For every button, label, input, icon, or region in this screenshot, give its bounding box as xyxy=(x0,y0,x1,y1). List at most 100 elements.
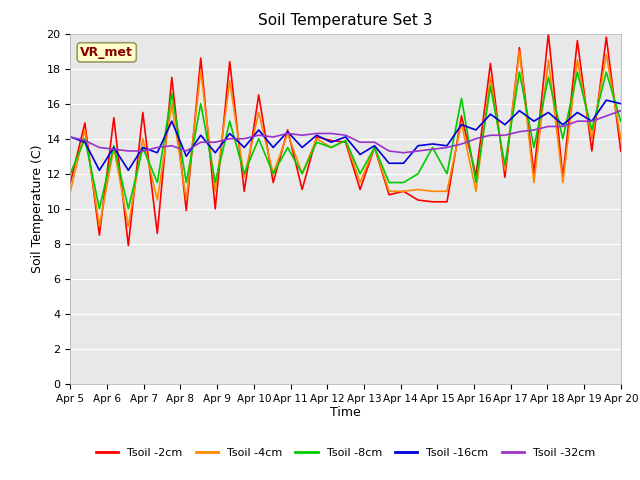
Tsoil -2cm xyxy=(67,180,74,185)
Tsoil -32cm xyxy=(559,123,566,129)
Tsoil -8cm xyxy=(371,144,378,150)
Tsoil -32cm xyxy=(400,150,408,156)
Tsoil -2cm xyxy=(211,206,219,212)
Tsoil -16cm xyxy=(110,144,118,150)
Tsoil -16cm xyxy=(429,141,436,147)
Tsoil -4cm xyxy=(530,180,538,185)
Tsoil -2cm xyxy=(81,120,89,126)
Tsoil -4cm xyxy=(545,57,552,63)
Tsoil -4cm xyxy=(110,144,118,150)
Tsoil -16cm xyxy=(298,144,306,150)
Tsoil -8cm xyxy=(154,180,161,185)
Tsoil -2cm xyxy=(588,148,596,154)
Tsoil -16cm xyxy=(313,132,321,138)
Tsoil -2cm xyxy=(298,187,306,192)
Tsoil -32cm xyxy=(530,127,538,133)
Tsoil -32cm xyxy=(545,123,552,129)
Tsoil -16cm xyxy=(241,144,248,150)
Tsoil -2cm xyxy=(371,144,378,150)
Tsoil -4cm xyxy=(284,131,291,136)
Tsoil -32cm xyxy=(313,131,321,136)
Tsoil -4cm xyxy=(327,144,335,150)
Tsoil -32cm xyxy=(81,138,89,144)
Tsoil -16cm xyxy=(602,97,610,103)
Tsoil -8cm xyxy=(530,144,538,150)
Tsoil -16cm xyxy=(226,131,234,136)
Tsoil -32cm xyxy=(226,136,234,142)
Tsoil -4cm xyxy=(154,197,161,203)
Tsoil -8cm xyxy=(501,162,509,168)
Tsoil -8cm xyxy=(95,206,103,212)
Tsoil -4cm xyxy=(602,52,610,58)
Tsoil -2cm xyxy=(472,173,480,179)
Tsoil -32cm xyxy=(327,131,335,136)
Tsoil -8cm xyxy=(211,180,219,185)
Line: Tsoil -32cm: Tsoil -32cm xyxy=(70,111,621,153)
Tsoil -2cm xyxy=(255,92,262,98)
Tsoil -16cm xyxy=(139,144,147,150)
Tsoil -8cm xyxy=(516,69,524,75)
Tsoil -16cm xyxy=(81,139,89,145)
Tsoil -16cm xyxy=(211,150,219,156)
Tsoil -4cm xyxy=(429,188,436,194)
Tsoil -32cm xyxy=(95,144,103,150)
Tsoil -2cm xyxy=(400,188,408,194)
Tsoil -2cm xyxy=(241,188,248,194)
Tsoil -16cm xyxy=(269,144,277,150)
Tsoil -4cm xyxy=(67,188,74,194)
Tsoil -16cm xyxy=(617,101,625,107)
Tsoil -2cm xyxy=(269,180,277,185)
Tsoil -32cm xyxy=(182,148,190,154)
Tsoil -16cm xyxy=(371,143,378,149)
Tsoil -2cm xyxy=(154,230,161,236)
Tsoil -8cm xyxy=(385,180,393,185)
Text: VR_met: VR_met xyxy=(80,46,133,59)
Tsoil -8cm xyxy=(226,118,234,124)
Tsoil -8cm xyxy=(400,180,408,185)
Tsoil -8cm xyxy=(139,144,147,150)
Tsoil -32cm xyxy=(385,148,393,154)
X-axis label: Time: Time xyxy=(330,407,361,420)
Tsoil -32cm xyxy=(168,143,175,149)
Tsoil -32cm xyxy=(516,129,524,134)
Tsoil -4cm xyxy=(95,223,103,229)
Tsoil -8cm xyxy=(458,96,465,101)
Tsoil -2cm xyxy=(443,199,451,204)
Tsoil -4cm xyxy=(400,188,408,194)
Tsoil -4cm xyxy=(501,168,509,173)
Tsoil -4cm xyxy=(255,109,262,115)
Tsoil -2cm xyxy=(327,138,335,144)
Tsoil -32cm xyxy=(414,148,422,154)
Tsoil -8cm xyxy=(443,171,451,177)
Tsoil -16cm xyxy=(516,108,524,114)
Tsoil -4cm xyxy=(516,48,524,54)
Tsoil -2cm xyxy=(429,199,436,204)
Tsoil -32cm xyxy=(602,113,610,119)
Tsoil -8cm xyxy=(342,138,349,144)
Tsoil -8cm xyxy=(110,143,118,149)
Tsoil -16cm xyxy=(573,109,581,115)
Tsoil -4cm xyxy=(125,223,132,229)
Line: Tsoil -8cm: Tsoil -8cm xyxy=(70,72,621,209)
Tsoil -16cm xyxy=(530,118,538,124)
Tsoil -16cm xyxy=(385,160,393,166)
Tsoil -4cm xyxy=(414,187,422,192)
Tsoil -32cm xyxy=(429,146,436,152)
Tsoil -32cm xyxy=(197,139,205,145)
Tsoil -4cm xyxy=(573,57,581,63)
Tsoil -2cm xyxy=(516,45,524,50)
Tsoil -2cm xyxy=(414,197,422,203)
Tsoil -4cm xyxy=(241,174,248,180)
Tsoil -8cm xyxy=(241,171,248,177)
Tsoil -8cm xyxy=(313,139,321,145)
Tsoil -2cm xyxy=(458,113,465,119)
Tsoil -8cm xyxy=(545,74,552,80)
Tsoil -32cm xyxy=(269,134,277,140)
Tsoil -8cm xyxy=(429,144,436,150)
Legend: Tsoil -2cm, Tsoil -4cm, Tsoil -8cm, Tsoil -16cm, Tsoil -32cm: Tsoil -2cm, Tsoil -4cm, Tsoil -8cm, Tsoi… xyxy=(92,444,600,463)
Tsoil -8cm xyxy=(617,118,625,124)
Tsoil -4cm xyxy=(313,136,321,142)
Tsoil -8cm xyxy=(472,180,480,185)
Tsoil -32cm xyxy=(472,136,480,142)
Tsoil -16cm xyxy=(67,134,74,140)
